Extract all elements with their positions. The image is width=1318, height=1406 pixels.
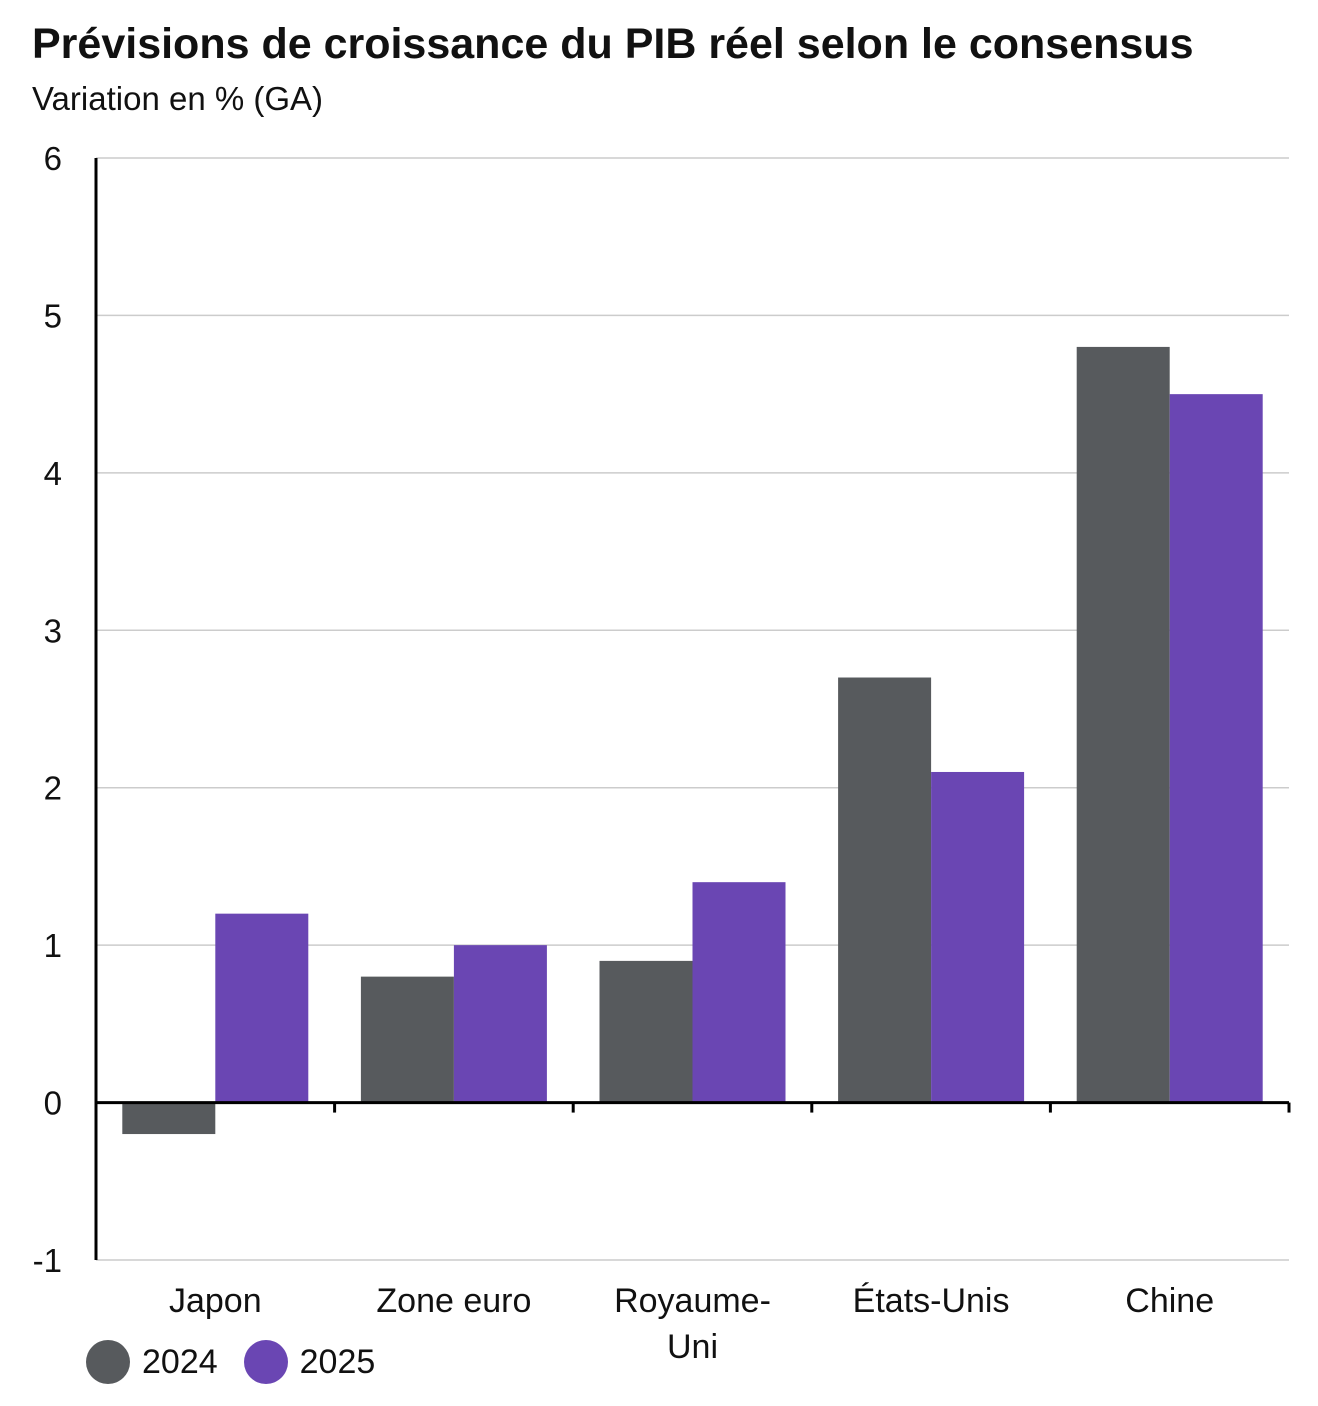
y-tick-label: 2 <box>44 770 62 807</box>
legend-swatch-2025 <box>243 1340 288 1384</box>
y-tick-label: 3 <box>44 612 62 649</box>
x-tick-label: Chine <box>1125 1282 1214 1320</box>
bar-2024-3 <box>838 677 932 1103</box>
y-tick-label: 6 <box>44 140 62 177</box>
legend-swatch-2024 <box>86 1340 130 1384</box>
y-tick-label: 4 <box>44 455 62 492</box>
bar-2024-1 <box>360 976 454 1103</box>
bar-2024-4 <box>1076 346 1170 1103</box>
legend: 2024 2025 <box>86 1340 401 1384</box>
chart-subtitle: Variation en % (GA) <box>32 80 324 117</box>
legend-label-2024: 2024 <box>142 1342 218 1381</box>
x-tick-label: Zone euro <box>376 1282 531 1320</box>
y-tick-label: 0 <box>44 1085 62 1122</box>
bar-2025-2 <box>692 882 786 1103</box>
y-tick-label: -1 <box>33 1242 62 1279</box>
y-tick-label: 1 <box>44 927 62 964</box>
x-tick-label: États-Unis <box>853 1282 1010 1320</box>
legend-item-2024: 2024 <box>86 1340 218 1384</box>
bar-2025-1 <box>453 945 547 1103</box>
y-tick-label: 5 <box>44 297 62 334</box>
bar-2024-2 <box>599 960 693 1103</box>
legend-label-2025: 2025 <box>299 1342 376 1381</box>
bar-2025-0 <box>215 913 309 1103</box>
bar-2025-4 <box>1169 394 1263 1103</box>
bar-2024-0 <box>122 1102 216 1135</box>
x-tick-label: Royaume- <box>614 1282 771 1320</box>
bar-2025-3 <box>931 771 1025 1103</box>
legend-item-2025: 2025 <box>243 1340 376 1384</box>
chart-title: Prévisions de croissance du PIB réel sel… <box>32 20 1194 68</box>
x-tick-label: Japon <box>169 1282 262 1320</box>
x-tick-label: Uni <box>667 1328 718 1366</box>
